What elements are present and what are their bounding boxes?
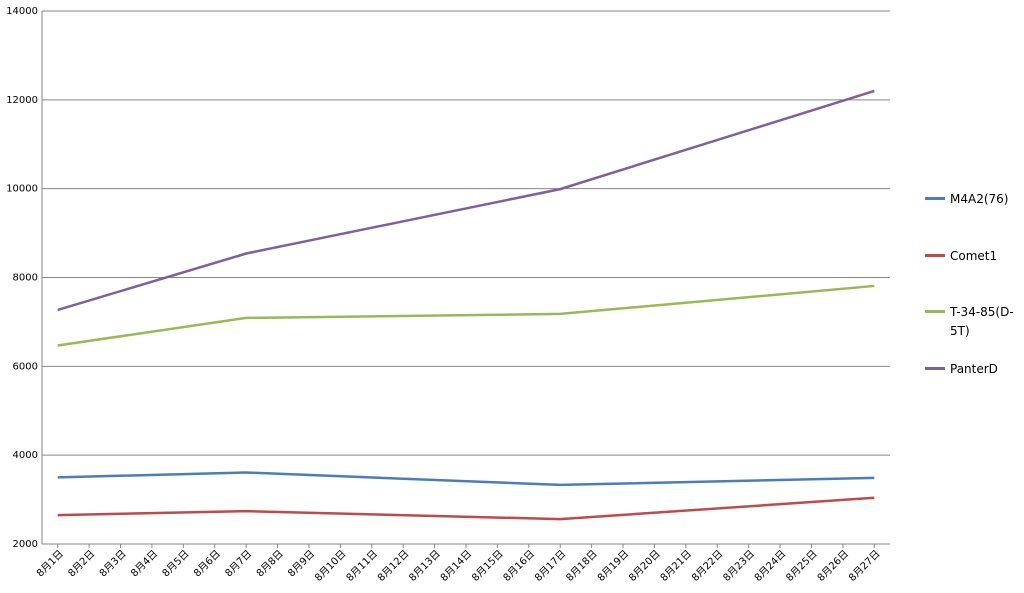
x-tick-label: 8月18日 bbox=[564, 548, 600, 584]
x-tick-label: 8月3日 bbox=[97, 548, 129, 580]
x-tick-label: 8月22日 bbox=[689, 548, 725, 584]
legend-label: PanterD bbox=[950, 362, 998, 376]
x-tick-label: 8月11日 bbox=[344, 548, 380, 584]
y-tick-label: 8000 bbox=[13, 273, 38, 284]
x-tick-label: 8月2日 bbox=[66, 548, 98, 580]
x-tick-label: 8月1日 bbox=[34, 548, 66, 580]
y-tick-label: 4000 bbox=[13, 450, 38, 461]
x-tick-label: 8月14日 bbox=[438, 548, 474, 584]
x-tick-label: 8月10日 bbox=[312, 548, 348, 584]
x-tick-label: 8月15日 bbox=[470, 548, 506, 584]
x-tick-label: 8月6日 bbox=[191, 548, 223, 580]
x-tick-label: 8月17日 bbox=[532, 548, 568, 584]
x-tick-label: 8月16日 bbox=[501, 548, 537, 584]
x-tick-label: 8月5日 bbox=[160, 548, 192, 580]
series-line bbox=[57, 284, 875, 347]
x-tick-label: 8月13日 bbox=[407, 548, 443, 584]
x-tick-label: 8月9日 bbox=[286, 548, 318, 580]
legend-item: T-34-85(D-5T) bbox=[925, 303, 1020, 341]
x-tick-label: 8月24日 bbox=[752, 548, 788, 584]
x-tick-label: 8月23日 bbox=[721, 548, 757, 584]
y-tick-label: 10000 bbox=[6, 184, 38, 195]
legend-swatch bbox=[925, 310, 945, 313]
x-tick-label: 8月20日 bbox=[627, 548, 663, 584]
y-tick-label: 2000 bbox=[13, 539, 38, 550]
legend-swatch bbox=[925, 254, 945, 257]
legend-swatch bbox=[925, 367, 945, 370]
x-tick-label: 8月27日 bbox=[846, 548, 882, 584]
legend-label: M4A2(76) bbox=[950, 192, 1009, 206]
x-tick-label: 8月21日 bbox=[658, 548, 694, 584]
x-tick-label: 8月26日 bbox=[815, 548, 851, 584]
x-tick-label: 8月4日 bbox=[129, 548, 161, 580]
legend-item: PanterD bbox=[925, 360, 1020, 379]
series-line bbox=[57, 471, 875, 487]
series-line bbox=[57, 496, 875, 521]
legend-item: M4A2(76) bbox=[925, 190, 1020, 209]
y-tick-label: 6000 bbox=[13, 361, 38, 372]
x-tick-label: 8月25日 bbox=[784, 548, 820, 584]
x-tick-label: 8月8日 bbox=[254, 548, 286, 580]
x-tick-label: 8月7日 bbox=[223, 548, 255, 580]
series-line bbox=[57, 89, 875, 312]
legend-label: T-34-85(D-5T) bbox=[950, 305, 1014, 338]
legend-label: Comet1 bbox=[950, 249, 998, 263]
y-tick-label: 12000 bbox=[6, 95, 38, 106]
y-tick-label: 14000 bbox=[6, 6, 38, 17]
x-tick-label: 8月19日 bbox=[595, 548, 631, 584]
legend-item: Comet1 bbox=[925, 247, 1020, 266]
legend-swatch bbox=[925, 197, 945, 200]
x-tick-label: 8月12日 bbox=[375, 548, 411, 584]
